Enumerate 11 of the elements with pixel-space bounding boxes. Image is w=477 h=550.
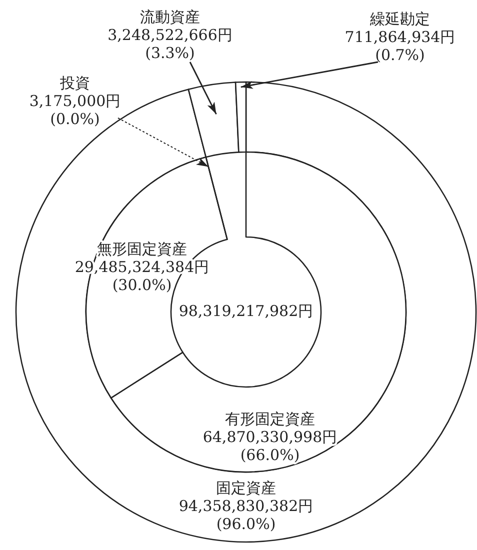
data-label: 64,870,330,998円 (66.0%) <box>202 428 338 464</box>
slice-label: 有形固定資産 <box>225 410 315 428</box>
data-label: 3,175,000円 (0.0%) <box>29 92 121 128</box>
slice-label: 固定資産 <box>216 478 276 497</box>
text: 98,319,217,982円 <box>178 302 314 320</box>
slice-label: 投資 <box>59 74 90 92</box>
slice-label: 繰延勘定 <box>369 10 430 28</box>
data-label: 711,864,934円 (0.7%) <box>344 28 456 64</box>
slice-label: 流動資産 <box>140 8 200 26</box>
data-label: 3,248,522,666円 (3.3%) <box>108 26 232 62</box>
data-label: 94,358,830,382円 (96.0%) <box>178 496 314 533</box>
